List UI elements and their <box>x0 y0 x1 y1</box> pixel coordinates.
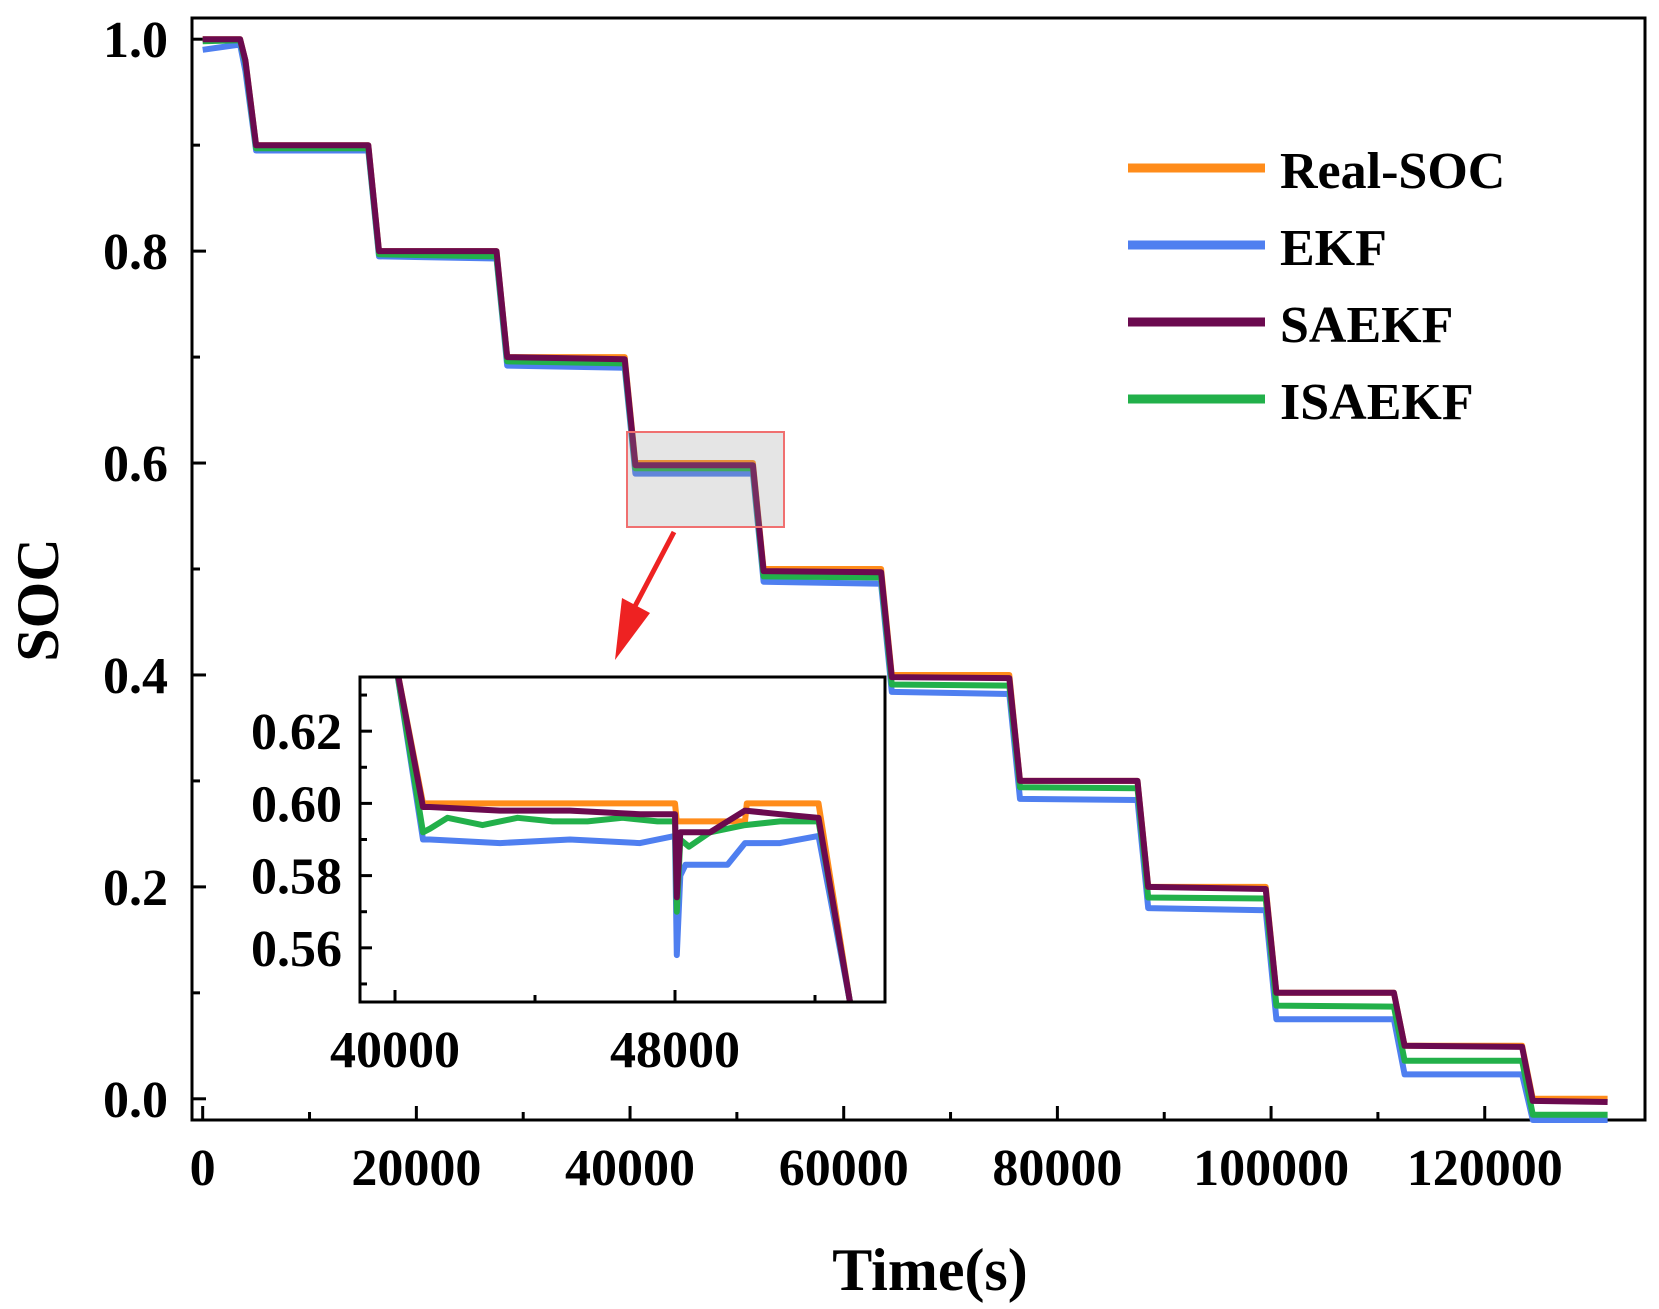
x-axis-title: Time(s) <box>832 1237 1028 1303</box>
inset-y-tick-label: 0.56 <box>251 921 342 978</box>
zoom-arrow-shaft <box>630 530 677 612</box>
zoom-arrow-head <box>615 598 650 660</box>
zoom-highlight-box <box>626 431 785 528</box>
x-tick-label: 120000 <box>1407 1140 1563 1197</box>
main-axis-ticks <box>192 37 1594 1120</box>
y-tick-label: 0.2 <box>103 860 168 917</box>
y-axis-title: SOC <box>5 538 71 661</box>
inset-tick-labels: 40000 48000 0.56 0.58 0.60 0.62 <box>251 704 740 1079</box>
legend-label-saekf: SAEKF <box>1280 297 1453 354</box>
inset-series-group <box>394 677 853 1002</box>
y-tick-label: 1.0 <box>103 12 168 69</box>
x-tick-label: 20000 <box>351 1140 481 1197</box>
y-tick-label: 0.6 <box>103 436 168 493</box>
legend-label-isaekf: ISAEKF <box>1280 374 1474 431</box>
main-series-saekf <box>202 36 1608 1105</box>
inset-y-tick-label: 0.62 <box>251 704 342 761</box>
x-tick-label: 60000 <box>779 1140 909 1197</box>
x-tick-label: 40000 <box>565 1140 695 1197</box>
inset-x-tick-label: 48000 <box>610 1022 740 1079</box>
legend-label-ekf: EKF <box>1280 220 1387 277</box>
inset-y-tick-label: 0.60 <box>251 776 342 833</box>
x-tick-label: 80000 <box>992 1140 1122 1197</box>
legend-label-real-soc: Real-SOC <box>1280 143 1505 200</box>
main-series-group <box>202 36 1608 1123</box>
y-tick-label: 0.4 <box>103 648 168 705</box>
inset-series-saekf <box>395 677 853 1002</box>
y-tick-label: 0.0 <box>103 1072 168 1129</box>
y-tick-label: 0.8 <box>103 224 168 281</box>
x-tick-label: 100000 <box>1193 1140 1349 1197</box>
inset-series-isaekf <box>394 677 853 1002</box>
inset-axis-ticks <box>360 693 817 1002</box>
x-tick-label: 0 <box>190 1140 216 1197</box>
inset-series-ekf <box>394 677 853 1002</box>
inset-series-clip <box>394 677 853 1002</box>
inset-x-tick-label: 40000 <box>330 1022 460 1079</box>
legend: Real-SOC EKF SAEKF ISAEKF <box>1128 143 1505 431</box>
zoom-arrow <box>615 530 677 660</box>
main-tick-labels: 0 20000 40000 60000 80000 100000 120000 0.0 0.2 0… <box>103 12 1563 1197</box>
inset-y-tick-label: 0.58 <box>251 849 342 906</box>
